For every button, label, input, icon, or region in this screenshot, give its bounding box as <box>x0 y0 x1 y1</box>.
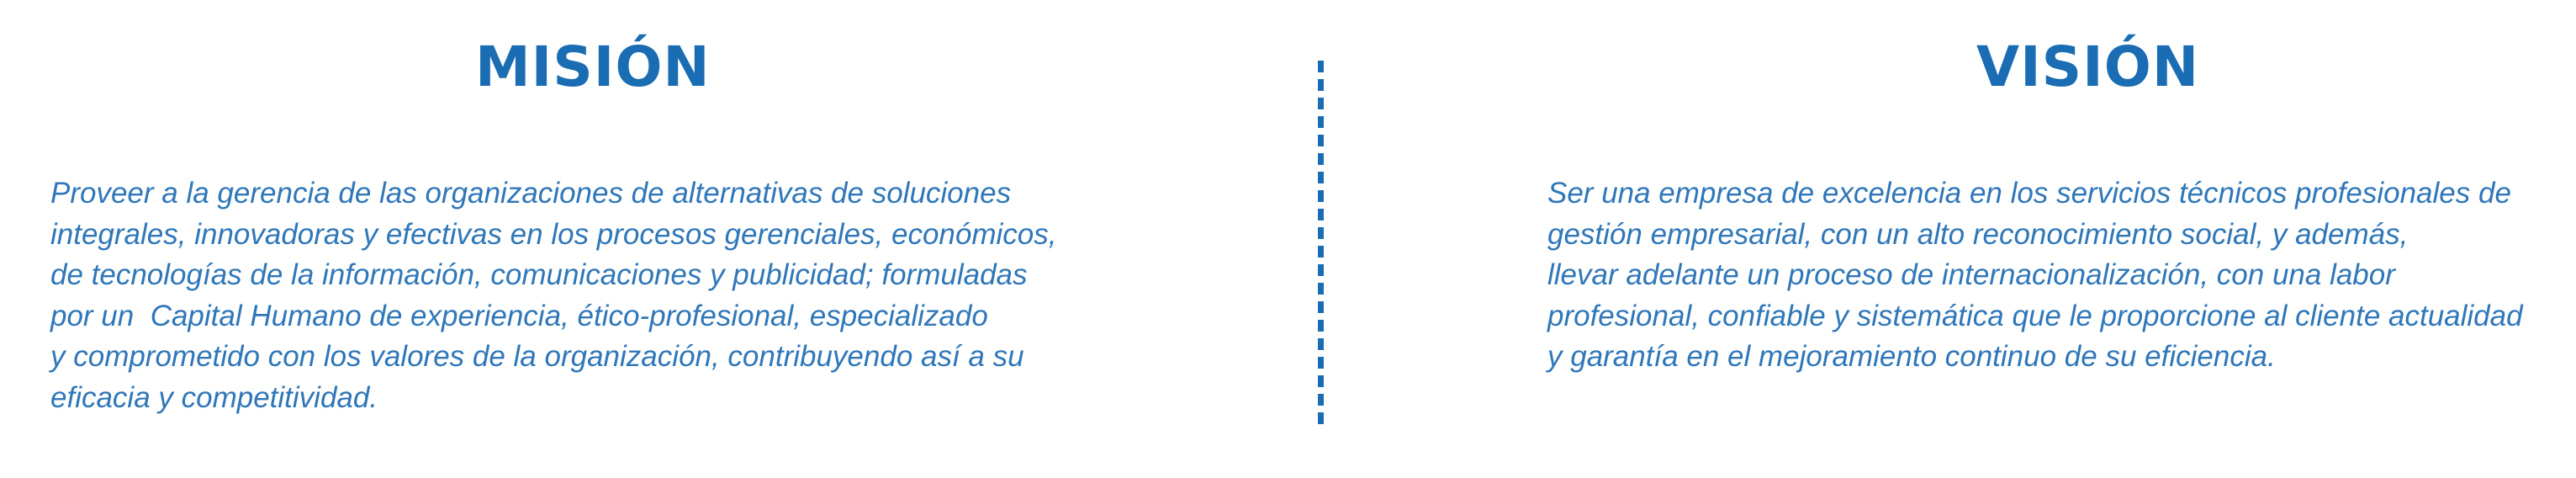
mission-panel: MISIÓN Proveer a la gerencia de las orga… <box>50 0 1110 478</box>
dashed-divider <box>1318 61 1324 431</box>
mission-title: MISIÓN <box>475 35 711 99</box>
mission-text: Proveer a la gerencia de las organizacio… <box>50 177 1057 414</box>
vision-title: VISIÓN <box>1976 35 2200 99</box>
vision-text: Ser una empresa de excelencia en los ser… <box>1547 177 2523 373</box>
vision-panel: VISIÓN Ser una empresa de excelencia en … <box>1547 0 2557 478</box>
